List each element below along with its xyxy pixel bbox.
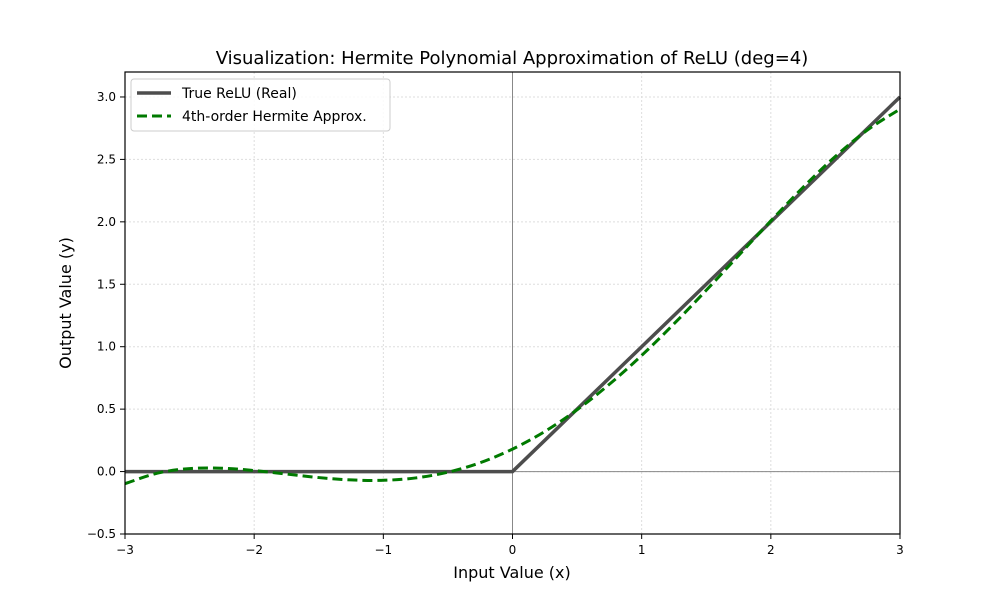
y-axis-label: Output Value (y) [56, 237, 75, 369]
y-tick-label: 0.0 [97, 465, 116, 479]
x-tick-label: −3 [116, 543, 134, 557]
legend-label-relu: True ReLU (Real) [181, 86, 297, 102]
x-tick-label: 0 [509, 543, 517, 557]
x-tick-label: 1 [638, 543, 646, 557]
zero-lines [125, 72, 900, 534]
y-tick-label: 1.5 [97, 277, 116, 291]
x-tick-label: 3 [896, 543, 904, 557]
y-tick-label: 2.5 [97, 152, 116, 166]
ticks: −3 −2 −1 0 1 2 3 −0.5 0.0 0.5 1.0 1.5 2.0 2.5 3.0 [87, 90, 904, 557]
x-tick-label: 2 [767, 543, 775, 557]
y-tick-label: 3.0 [97, 90, 116, 104]
legend-label-hermite: 4th-order Hermite Approx. [182, 109, 367, 125]
legend-box [130, 78, 391, 132]
y-tick-label: 1.0 [97, 340, 116, 354]
hermite-line [124, 107, 901, 486]
legend: True ReLU (Real) 4th-order Hermite Appro… [130, 78, 391, 132]
y-tick-label: 2.0 [97, 215, 116, 229]
x-axis-label: Input Value (x) [453, 563, 571, 582]
y-tick-label: 0.5 [97, 402, 116, 416]
x-tick-label: −2 [245, 543, 263, 557]
series-group [124, 95, 902, 486]
y-tick-label: −0.5 [87, 527, 116, 541]
x-tick-label: −1 [374, 543, 392, 557]
chart-title: Visualization: Hermite Polynomial Approx… [216, 48, 809, 69]
